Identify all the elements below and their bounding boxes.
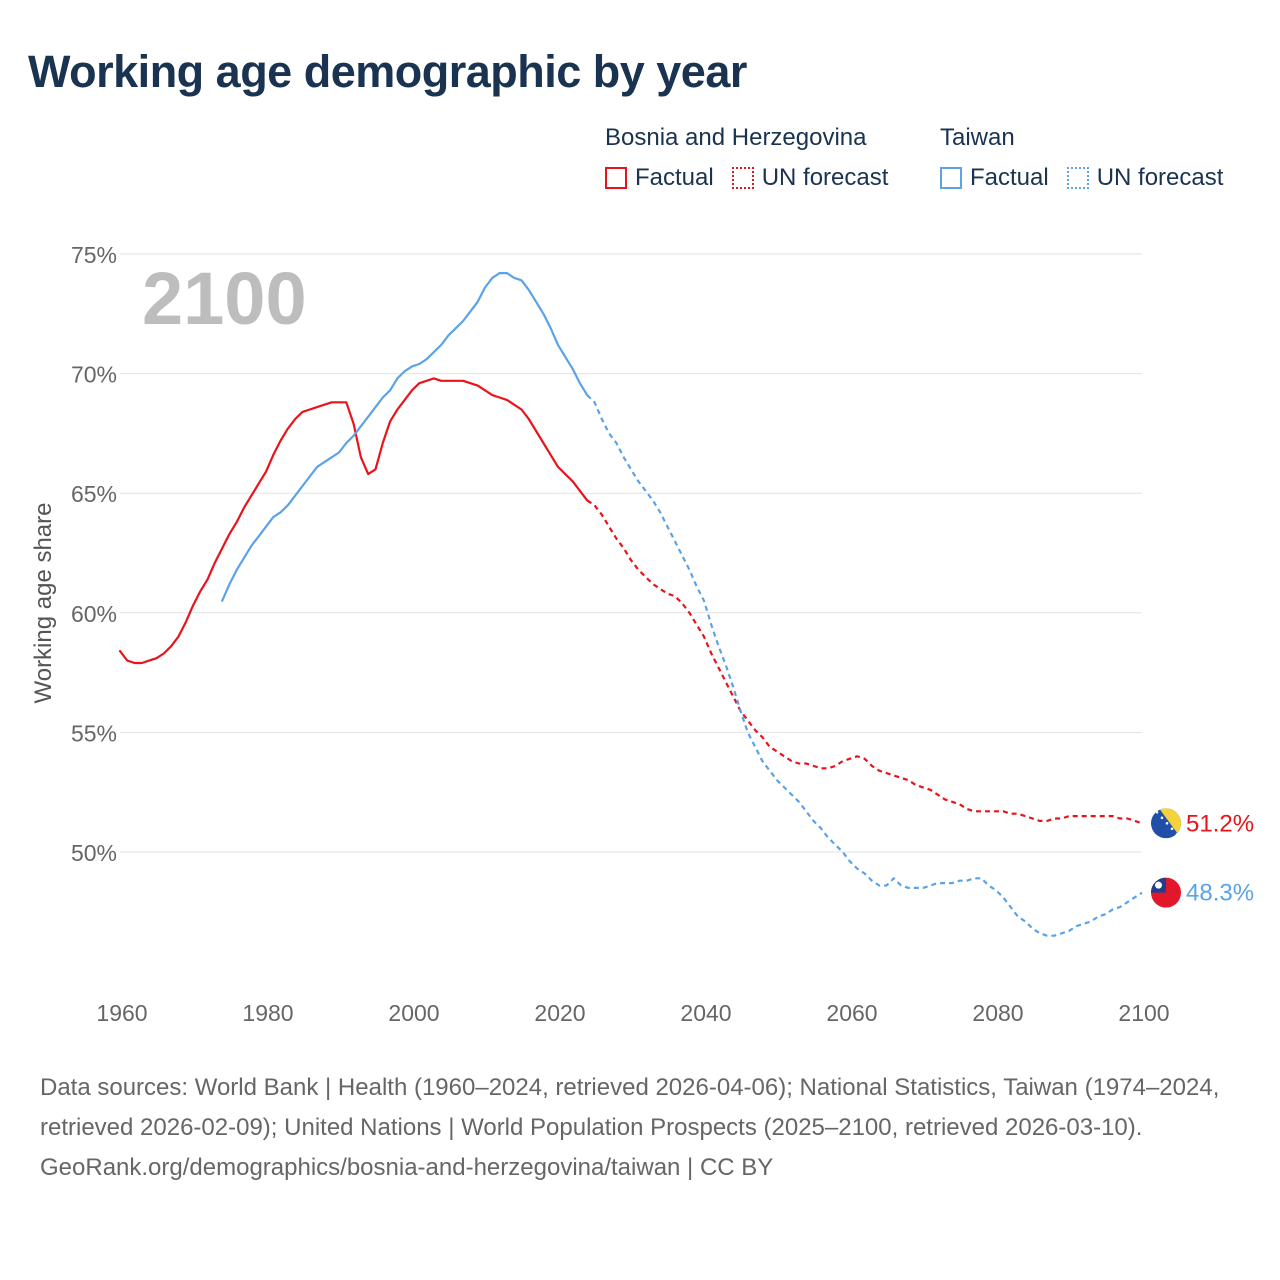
legend-label: UN forecast	[761, 164, 889, 191]
y-axis-ticks: 50% 55% 60% 65% 70% 75%	[71, 242, 117, 866]
series-lines	[118, 272, 1143, 937]
x-tick-label: 2060	[826, 1000, 877, 1026]
grid-lines	[120, 253, 1142, 853]
x-tick-label: 2020	[534, 1000, 585, 1026]
x-tick-label: 2000	[388, 1000, 439, 1026]
legend-swatch-solid	[605, 167, 627, 189]
legend-swatch-dotted	[731, 167, 754, 189]
x-axis-ticks: 1960 1980 2000 2020 2040 2060 2080 2100	[96, 1000, 1169, 1026]
y-tick-label: 65%	[71, 481, 117, 507]
end-value-label: 48.3%	[1186, 880, 1254, 907]
end-value-label: 51.2%	[1186, 810, 1254, 837]
end-markers: 51.2% 48.3%	[1151, 808, 1254, 908]
bosnia-flag-icon	[1151, 808, 1181, 839]
series-line-taiwan-forecast[interactable]	[586, 394, 1143, 937]
y-tick-label: 75%	[71, 242, 117, 268]
legend-label: UN forecast	[1096, 164, 1224, 191]
legend-group-name: Bosnia and Herzegovina	[605, 124, 867, 151]
line-chart: 50% 55% 60% 65% 70% 75% 1960 1980 2000 2020 2040 2…	[30, 242, 1254, 1026]
legend-item-taiwan-forecast[interactable]: UN forecast	[1066, 164, 1224, 192]
footer: Data sources: World Bank | Health (1960–…	[40, 1068, 1250, 1188]
y-tick-label: 70%	[71, 362, 117, 388]
year-watermark: 2100	[142, 257, 307, 340]
legend-label: Factual	[970, 164, 1049, 191]
x-tick-label: 2040	[680, 1000, 731, 1026]
y-tick-label: 60%	[71, 601, 117, 627]
credit-link[interactable]: GeoRank.org/demographics/bosnia-and-herz…	[40, 1154, 774, 1181]
x-tick-label: 1980	[242, 1000, 293, 1026]
y-tick-label: 55%	[71, 720, 117, 746]
data-sources-text: Data sources: World Bank | Health (1960–…	[40, 1074, 1220, 1141]
legend-swatch-dotted	[1066, 167, 1089, 189]
series-line-bosnia-forecast[interactable]	[586, 499, 1143, 825]
y-tick-label: 50%	[71, 840, 117, 866]
legend-label: Factual	[635, 164, 714, 191]
legend-item-bosnia-forecast[interactable]: UN forecast	[731, 164, 889, 192]
x-tick-label: 1960	[96, 1000, 147, 1026]
x-tick-label: 2100	[1118, 1000, 1169, 1026]
taiwan-flag-icon	[1151, 877, 1181, 908]
legend-item-taiwan-factual[interactable]: Factual	[940, 164, 1049, 192]
legend-item-bosnia-factual[interactable]: Factual	[605, 164, 714, 192]
x-tick-label: 2080	[972, 1000, 1023, 1026]
legend-group-bosnia: Bosnia and Herzegovina Factual UN foreca…	[605, 124, 906, 192]
y-axis-label: Working age share	[30, 503, 57, 704]
series-line-bosnia-factual[interactable]	[118, 377, 589, 665]
legend-swatch-solid	[940, 167, 962, 189]
legend-group-name: Taiwan	[940, 124, 1015, 151]
legend-group-taiwan: Taiwan Factual UN forecast	[940, 124, 1241, 192]
chart-title: Working age demographic by year	[28, 46, 747, 97]
series-line-taiwan-factual[interactable]	[221, 272, 589, 602]
